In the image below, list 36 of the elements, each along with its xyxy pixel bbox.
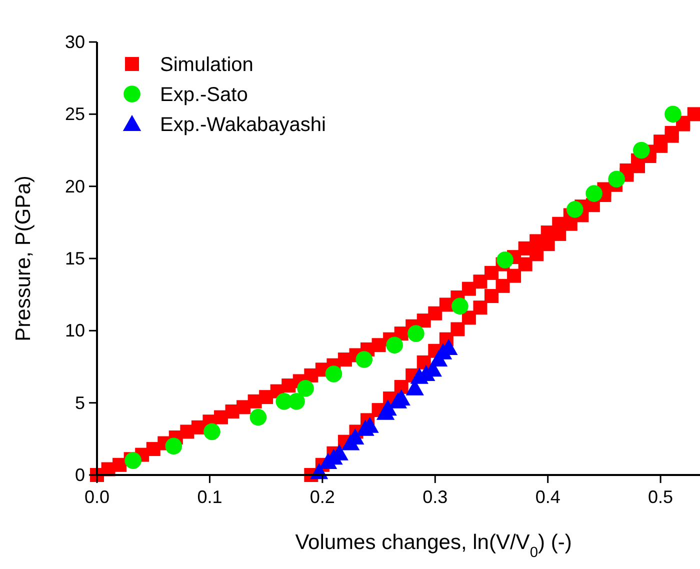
point xyxy=(586,185,602,202)
y-tick-label: 25 xyxy=(64,104,85,124)
point xyxy=(356,351,373,368)
point xyxy=(452,298,468,315)
x-tick-label: 0.3 xyxy=(422,487,448,507)
point xyxy=(288,392,305,410)
point xyxy=(297,380,314,397)
y-tick-label: 15 xyxy=(64,248,85,268)
point xyxy=(124,452,142,469)
x-axis-title: Volumes changes, ln(V/V$_{0}$) (-) xyxy=(295,531,572,561)
point xyxy=(165,438,182,455)
point xyxy=(408,325,424,342)
point xyxy=(632,142,650,159)
point xyxy=(378,400,397,416)
legend-label: Exp.-Wakabayashi xyxy=(160,114,326,136)
x-tick-label: 0.4 xyxy=(535,487,560,507)
point xyxy=(325,366,342,382)
point xyxy=(250,408,267,426)
legend-label: Simulation xyxy=(160,54,254,76)
point xyxy=(608,170,625,188)
y-axis-title: Pressure, P(GPa) xyxy=(12,176,35,342)
point xyxy=(664,106,682,123)
x-tick-label: 0.1 xyxy=(197,487,222,507)
y-tick-label: 10 xyxy=(64,320,85,341)
y-tick-label: 5 xyxy=(74,392,85,413)
point xyxy=(204,423,220,440)
y-tick-label: 20 xyxy=(64,176,85,196)
y-tick-label: 0 xyxy=(74,465,85,485)
x-tick-label: 0.2 xyxy=(310,487,335,507)
legend-label: Exp.-Sato xyxy=(160,84,248,106)
y-tick-label: 30 xyxy=(64,32,85,52)
point xyxy=(496,252,514,268)
point xyxy=(386,336,403,354)
point xyxy=(566,201,584,218)
x-tick-label: 0.0 xyxy=(84,487,110,507)
x-tick-label: 0.5 xyxy=(648,487,674,507)
